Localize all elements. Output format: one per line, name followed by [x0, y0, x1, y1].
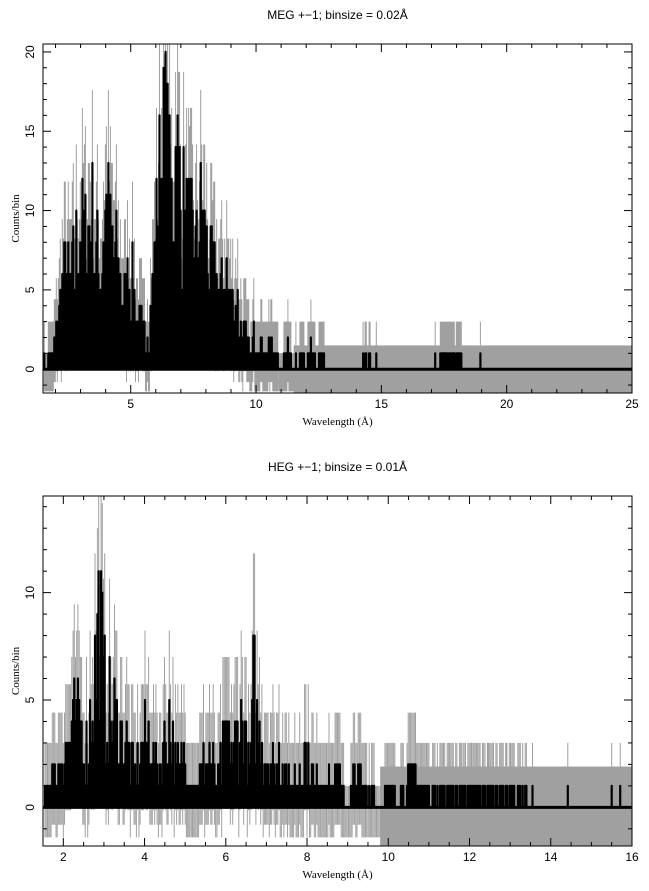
x-tick-label: 14 — [544, 850, 558, 864]
y-tick-label: 20 — [23, 45, 37, 59]
y-tick-label: 0 — [23, 804, 37, 811]
x-axis-label: Wavelength (Å) — [302, 869, 373, 881]
y-tick-label: 10 — [23, 586, 37, 600]
y-tick-label: 15 — [23, 124, 37, 138]
chart-title: MEG +−1; binsize = 0.02Å — [267, 7, 407, 22]
chart-panel-1: MEG +−1; binsize = 0.02Å 5 10 15 20 25 0 5 10 15 2… — [10, 7, 639, 428]
y-axis-label: Counts/bin — [10, 194, 22, 243]
x-tick-label: 25 — [625, 397, 639, 411]
x-tick-label: 4 — [141, 850, 148, 864]
y-axis-label: Counts/bin — [10, 646, 22, 695]
x-tick-label: 15 — [375, 397, 389, 411]
x-tick-label: 20 — [500, 397, 514, 411]
plot-frame — [42, 495, 633, 847]
x-tick-label: 12 — [463, 850, 477, 864]
x-tick-label: 10 — [382, 850, 396, 864]
plot-area — [43, 496, 632, 846]
plot-frame — [42, 43, 633, 394]
data-histogram — [43, 50, 632, 371]
plot-area — [43, 44, 632, 393]
x-axis-label: Wavelength (Å) — [302, 416, 373, 428]
x-tick-label: 10 — [249, 397, 263, 411]
y-tick-label: 5 — [23, 286, 37, 293]
chart-title: HEG +−1; binsize = 0.01Å — [268, 459, 407, 474]
x-tick-label: 5 — [127, 397, 134, 411]
y-tick-label: 0 — [23, 366, 37, 373]
y-tick-label: 10 — [23, 204, 37, 218]
x-tick-label: 16 — [625, 850, 639, 864]
chart-panel-2: HEG +−1; binsize = 0.01Å 2 4 6 8 10 12 14 16 0 5 10… — [10, 459, 639, 881]
y-tick-label: 5 — [23, 696, 37, 703]
x-tick-label: 2 — [60, 850, 67, 864]
x-tick-label: 8 — [304, 850, 311, 864]
x-tick-label: 6 — [222, 850, 229, 864]
